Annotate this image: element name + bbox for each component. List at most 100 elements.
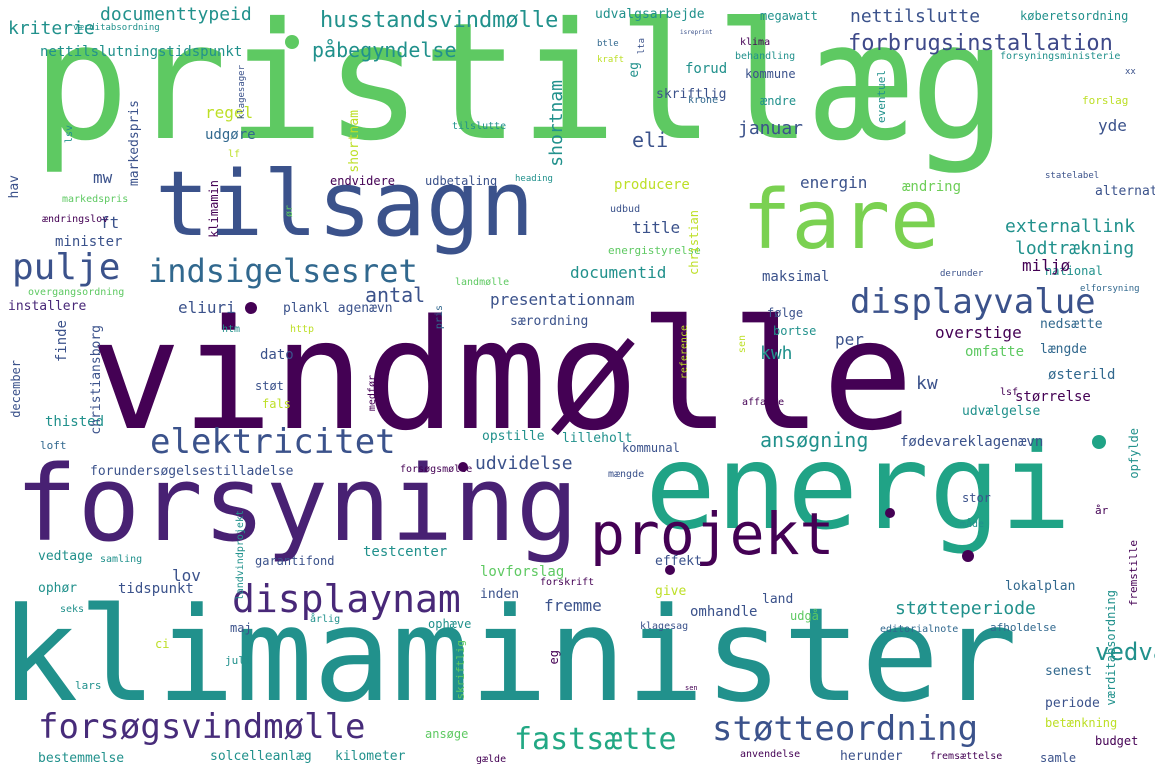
word-landmolle: klimamin bbox=[207, 180, 221, 238]
word-kw: kw bbox=[916, 373, 938, 394]
word-editorialnote: editorialnote bbox=[880, 624, 959, 635]
word-christian: udbud bbox=[610, 204, 641, 215]
word-index: klagesager bbox=[237, 65, 247, 120]
word-energistyrelse: heading bbox=[515, 174, 553, 184]
word-elektricitet: elektricitet bbox=[150, 422, 396, 462]
word-afholdelse: afholdelse bbox=[990, 621, 1057, 634]
word-osterild: østerild bbox=[1048, 367, 1116, 383]
word-samle: samle bbox=[1040, 751, 1077, 765]
word-udvidelse: udvidelse bbox=[475, 453, 573, 474]
word-krone: krone bbox=[688, 95, 719, 106]
word-displaynam: displaynam bbox=[232, 577, 461, 621]
word-tilslutte: shortnam bbox=[347, 110, 362, 173]
word-effekt: effekt bbox=[655, 554, 702, 569]
word-ar: stor bbox=[962, 491, 991, 505]
word-samling: samling bbox=[100, 554, 143, 565]
word-fodevareklagenaevn: fødevareklagenævn bbox=[900, 434, 1044, 450]
word-udbetaling: udbetaling bbox=[425, 174, 498, 188]
word-fremme: fremme bbox=[544, 596, 602, 615]
word-forbrugsinstallation: forbrugsinstallation bbox=[848, 31, 1113, 56]
word-ansoge: ansøge bbox=[425, 727, 469, 741]
word-thisted: thisted bbox=[45, 414, 105, 430]
word-saerordning: særordning bbox=[510, 314, 589, 329]
word-rangering: sen bbox=[685, 684, 698, 692]
word-elforsyning: landmølle bbox=[455, 277, 510, 288]
word-stotteperiode: støtteperiode bbox=[895, 598, 1036, 619]
word-lemvig: skriftlig bbox=[656, 87, 727, 102]
word-folge: følge bbox=[767, 306, 804, 320]
word-isreprint: sen bbox=[737, 335, 748, 354]
word-periode: periode bbox=[1045, 696, 1100, 711]
word-made: år bbox=[1095, 504, 1109, 517]
word-energin: energin bbox=[800, 173, 868, 192]
word-juli: juli bbox=[225, 654, 252, 667]
word-reference: affatte bbox=[742, 397, 785, 408]
word-pabegyndelse: påbegyndelse bbox=[312, 38, 457, 62]
word-husstandsvindmolle: husstandsvindmølle bbox=[320, 8, 559, 33]
word-inden: inden bbox=[480, 587, 520, 602]
word-http: pris bbox=[434, 305, 445, 330]
word-installere: installere bbox=[8, 299, 87, 314]
word-fremstille: opfylde bbox=[1127, 428, 1141, 479]
word-forskrift: forskrift bbox=[540, 577, 595, 588]
word-arlig: årlig bbox=[310, 614, 341, 625]
word-or: miljø bbox=[1022, 256, 1071, 275]
word-klagesag: klagesag bbox=[640, 621, 689, 632]
word-gaelde: gælde bbox=[476, 754, 507, 765]
word-aendring: ændring bbox=[902, 179, 962, 195]
word-klagesager: værditabsordning bbox=[73, 23, 160, 33]
word-sen: landvindprojekt bbox=[235, 510, 246, 601]
word-producere: producere bbox=[614, 177, 690, 193]
word-herunder: herunder bbox=[840, 749, 903, 764]
word-fastsaette: fastsætte bbox=[514, 722, 677, 757]
word-klima: klima bbox=[740, 37, 771, 48]
word-forsyningsministerie: forsyningsministerie bbox=[1000, 51, 1121, 62]
dot-mark bbox=[245, 302, 257, 314]
word-fremsaettelse: fremsættelse bbox=[930, 751, 1003, 762]
word-lemvig-v: eg bbox=[627, 62, 642, 78]
word-regel: regel bbox=[205, 103, 254, 122]
word-fare: fare bbox=[742, 173, 940, 268]
word-vindmolle: vindmølle bbox=[90, 287, 914, 464]
word-affatte: htm bbox=[222, 324, 241, 335]
word-shortnam: shortnam bbox=[546, 80, 567, 167]
word-aendringslov: markedspris bbox=[127, 100, 142, 187]
word-national: energistyrelse bbox=[608, 244, 701, 257]
word-eliuri: eliuri bbox=[178, 298, 236, 317]
word-finde: medfør bbox=[367, 375, 378, 412]
word-projekt: projekt bbox=[590, 500, 835, 568]
word-forsogsmolle: december bbox=[9, 360, 23, 418]
word-hav: lsv bbox=[64, 125, 75, 144]
word-documentid: documentid bbox=[570, 263, 667, 282]
word-eg: eg bbox=[547, 650, 561, 665]
word-heading: markedspris bbox=[62, 194, 129, 205]
word-stotteordning: støtteordning bbox=[712, 709, 979, 749]
word-pris: alternativemedie bbox=[1095, 184, 1155, 199]
word-ophaeve: ophæve bbox=[428, 617, 472, 631]
word-udga: udgå bbox=[790, 609, 819, 623]
word-behandling: behandling bbox=[735, 51, 796, 62]
word-christiansborg: reference bbox=[679, 325, 690, 380]
word-omhandle: omhandle bbox=[690, 604, 758, 620]
word-garantifond: garantifond bbox=[255, 554, 335, 568]
word-ft: ft bbox=[100, 213, 120, 232]
word-documenttypeid: documenttypeid bbox=[100, 4, 252, 25]
word-tidspunkt: tidspunkt bbox=[118, 581, 194, 597]
dot-mark bbox=[458, 462, 468, 472]
word-eventuel: eventuel bbox=[875, 70, 888, 123]
word-indsigelsesret: indsigelsesret bbox=[148, 252, 418, 290]
word-lovforslag: lovforslag bbox=[480, 564, 565, 580]
word-opfylde: måde bbox=[960, 519, 985, 530]
dot-mark bbox=[885, 508, 895, 518]
word-xx: xx bbox=[1125, 67, 1136, 77]
word-bortse: bortse bbox=[773, 324, 817, 338]
word-klimaminister: klimaminister bbox=[0, 579, 1018, 731]
word-ansogning: ansøgning bbox=[760, 428, 869, 452]
word-derunder: ør bbox=[284, 205, 295, 218]
word-lov: lov bbox=[172, 566, 201, 585]
word-markedspris: hav bbox=[7, 175, 22, 199]
word-land: land bbox=[762, 592, 794, 607]
word-landvindprojekt: værditabsordning bbox=[1104, 590, 1118, 706]
word-dato: dato bbox=[260, 347, 294, 363]
word-lodtraekning: lodtrækning bbox=[1015, 238, 1135, 259]
